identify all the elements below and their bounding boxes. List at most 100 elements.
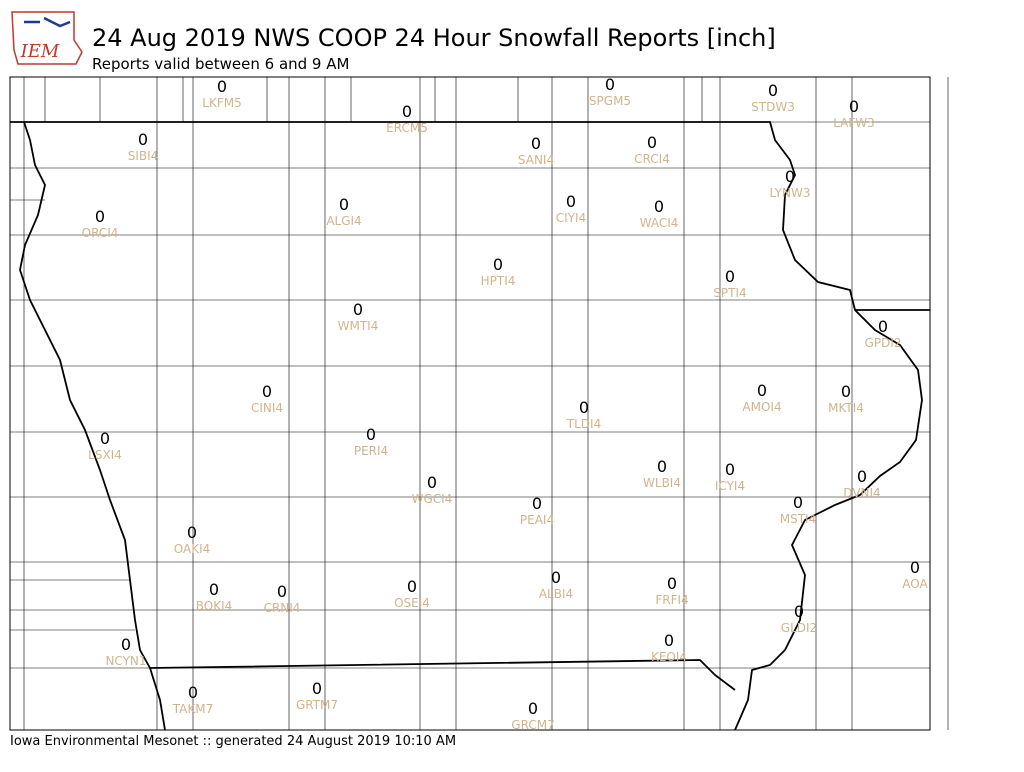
station-id: BOKI4 [196,599,233,613]
station-id: WLBI4 [643,476,681,490]
station-value: 0 [551,568,561,587]
station-id: ALGI4 [326,214,361,228]
station-value: 0 [757,381,767,400]
station-value: 0 [531,134,541,153]
station-id: LKFM5 [202,96,241,110]
station-value: 0 [528,699,538,718]
station-id: WMTI4 [338,319,379,333]
station-value: 0 [664,631,674,650]
station-value: 0 [566,192,576,211]
station-id: OAKI4 [174,542,211,556]
station-id: PEAI4 [520,513,554,527]
station-id: TLDI4 [566,417,601,431]
station-id: KEOI4 [651,650,687,664]
station-value: 0 [654,197,664,216]
station-id: CRCI4 [634,152,670,166]
station-value: 0 [785,167,795,186]
station-value: 0 [95,207,105,226]
station-value: 0 [794,602,804,621]
station-value: 0 [667,574,677,593]
station-id: LAFW3 [833,116,875,130]
station-value: 0 [402,102,412,121]
station-value: 0 [188,683,198,702]
station-id: OSEI4 [394,596,430,610]
station-value: 0 [493,255,503,274]
station-value: 0 [657,457,667,476]
station-value: 0 [100,429,110,448]
station-id: LYNW3 [770,186,811,200]
station-id: SPGM5 [589,94,631,108]
station-id: GRCM7 [511,718,554,732]
station-value: 0 [647,133,657,152]
station-id: NCYN1 [105,654,146,668]
station-value: 0 [138,130,148,149]
station-id: CIYI4 [556,211,586,225]
station-value: 0 [768,81,778,100]
station-value: 0 [209,580,219,599]
station-id: AMOI4 [742,400,781,414]
station-id: GRTM7 [296,698,338,712]
station-id: STDW3 [751,100,795,114]
station-value: 0 [353,300,363,319]
logo-text: IEM [20,41,60,62]
station-value: 0 [121,635,131,654]
station-id: ORCI4 [82,226,119,240]
station-value: 0 [339,195,349,214]
station-value: 0 [910,558,920,577]
station-id: SPTI4 [713,286,746,300]
station-value: 0 [579,398,589,417]
station-value: 0 [725,460,735,479]
station-value: 0 [187,523,197,542]
station-value: 0 [878,317,888,336]
station-value: 0 [262,382,272,401]
county-lines [10,77,949,730]
station-id: MKTI4 [828,401,864,415]
map-frame [9,76,931,731]
station-value: 0 [217,77,227,96]
footer: Iowa Environmental Mesonet :: generated … [10,734,456,749]
station-id: WGCI4 [412,492,453,506]
station-value: 0 [366,425,376,444]
station-value: 0 [312,679,322,698]
state-border [10,121,923,731]
station-value: 0 [793,493,803,512]
station-value: 0 [849,97,859,116]
station-id: SIBI4 [128,149,159,163]
station-id: CRNI4 [264,601,301,615]
logo-mark [24,16,71,28]
station-value: 0 [407,577,417,596]
